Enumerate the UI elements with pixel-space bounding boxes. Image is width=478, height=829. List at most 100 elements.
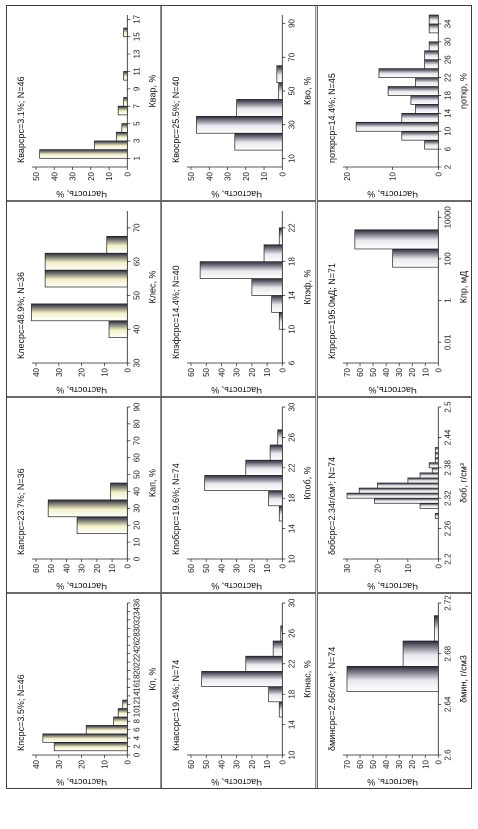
y-tick-label: 40 (382, 367, 391, 376)
x-tick-label: 30 (288, 598, 297, 607)
histogram-bar (268, 490, 283, 507)
histogram-bar (407, 477, 439, 484)
histogram-bar (401, 113, 439, 123)
y-tick-label: 40 (50, 171, 59, 180)
y-tick-label: 20 (373, 563, 382, 572)
y-tick-label: 0 (434, 759, 443, 764)
chart-svg-kles: Клесрс=48.9%; N=36 0 10 20 30 40 Частость, % 30… (6, 201, 162, 397)
x-axis-label: Кпр, мД (458, 271, 468, 303)
x-axis-label: Кп, % (147, 667, 157, 690)
chart-svg-dmin: δминсрс=2.66г/см³; N=74 0 10 20 30 40 50 60 70 Ча… (316, 593, 472, 789)
x-tick-label: 10 (132, 537, 141, 546)
y-tick-label: 30 (233, 563, 242, 572)
chart-title: Клесрс=48.9%; N=36 (16, 272, 26, 359)
x-tick-label: 34 (132, 606, 141, 615)
x-axis-label: Квар, % (147, 75, 157, 108)
chart-svg-kpef: Кпэфсрс=14.4%; N=40 0 10 20 30 40 50 60 Частость… (161, 201, 317, 397)
y-tick-label: 40 (218, 759, 227, 768)
y-axis-label: Частость,% (368, 385, 416, 395)
x-tick-label: 22 (288, 463, 297, 472)
chart-panel-kpr: Кпрсрс=195.0мД; N=71 0 10 20 30 40 50 60 70 Часто… (316, 201, 472, 397)
x-tick-label: 8 (132, 718, 141, 723)
y-tick-label: 0 (123, 759, 132, 764)
chart-panel-kp: Кпсрс=3.5%; N=46 0 10 20 30 40 Частость, % 0 2 4 6… (6, 593, 162, 789)
y-tick-label: 20 (78, 367, 87, 376)
histogram-bar (346, 492, 439, 499)
histogram-bar (76, 516, 128, 535)
histogram-bar (346, 665, 439, 693)
x-tick-label: 14 (443, 108, 452, 117)
chart-panel-kpob: Кпобсрс=19.6%; N=74 0 10 20 30 40 50 60 Частость… (161, 397, 317, 593)
y-tick-label: 20 (408, 759, 417, 768)
histogram-bar (85, 725, 128, 735)
x-tick-label: 20 (132, 520, 141, 529)
x-tick-label: 60 (132, 453, 141, 462)
x-tick-label: 2.26 (443, 520, 452, 536)
x-tick-label: 14 (288, 524, 297, 533)
y-tick-label: 20 (87, 171, 96, 180)
y-tick-label: 0 (123, 563, 132, 568)
x-tick-label: 26 (288, 628, 297, 637)
chart-panel-eta: ηоткрср=14.4%; N=45 0 10 20 Частость, % 2 6 10 1… (316, 5, 472, 201)
histogram-bar (113, 716, 128, 726)
x-tick-label: 17 (132, 14, 141, 23)
x-tick-label: 6 (288, 360, 297, 365)
x-tick-label: 20 (132, 666, 141, 675)
histogram-bar (434, 457, 439, 464)
y-tick-label: 60 (187, 563, 196, 572)
y-tick-label: 0 (279, 563, 288, 568)
histogram-bar (434, 452, 439, 459)
histogram-bar (387, 86, 439, 96)
x-tick-label: 10 (443, 126, 452, 135)
x-tick-label: 18 (443, 90, 452, 99)
x-tick-label: 60 (132, 257, 141, 266)
panel-border (6, 397, 162, 593)
x-axis-label: Кпнас, % (303, 660, 313, 698)
histogram-bar (434, 513, 439, 519)
x-tick-label: 2.2 (443, 553, 452, 565)
y-tick-label: 20 (78, 759, 87, 768)
histogram-bar (42, 733, 128, 743)
chart-title: Квосрс=25.5%; N=40 (171, 77, 181, 163)
histogram-bar (201, 671, 283, 687)
x-tick-label: 18 (288, 493, 297, 502)
y-tick-label: 20 (408, 367, 417, 376)
x-axis-label: Кап, % (147, 469, 157, 497)
chart-title: Капсрс=23.7%; N=36 (16, 468, 26, 555)
histogram-bar (273, 640, 283, 657)
x-axis-label: Кво, % (303, 77, 313, 105)
x-tick-label: 1 (443, 298, 452, 303)
x-axis-label: Кпэф, % (303, 269, 313, 304)
histogram-bar (121, 123, 128, 133)
chart-svg-kvar: Кварсрс=3.1%; N=46 0 10 20 30 40 50 Частость, %… (6, 5, 162, 201)
x-tick-label: 30 (443, 37, 452, 46)
y-tick-label: 50 (32, 171, 41, 180)
histogram-bar (279, 701, 283, 718)
y-tick-label: 40 (62, 563, 71, 572)
y-tick-label: 60 (187, 367, 196, 376)
y-tick-label: 60 (356, 759, 365, 768)
histogram-bar (268, 686, 283, 703)
y-tick-label: 20 (248, 563, 257, 572)
y-tick-label: 0 (434, 563, 443, 568)
histogram-bar (428, 23, 439, 34)
panel-border (316, 397, 472, 593)
histogram-bar (204, 475, 283, 491)
chart-title: Кпрсрс=195.0мД; N=71 (327, 263, 337, 359)
x-tick-label: 24 (132, 649, 141, 658)
x-tick-label: 11 (132, 67, 141, 76)
y-tick-label: 40 (382, 759, 391, 768)
histogram-bar (123, 71, 128, 81)
x-tick-label: 2.6 (443, 749, 452, 761)
x-tick-label: 0.01 (443, 334, 452, 350)
x-tick-label: 4 (132, 735, 141, 740)
y-axis-label: Частость, % (56, 385, 107, 395)
y-tick-label: 20 (343, 171, 352, 180)
panel-border (6, 201, 162, 397)
x-tick-label: 32 (132, 615, 141, 624)
chart-title: δминсрс=2.66г/см³; N=74 (327, 647, 337, 751)
y-tick-label: 40 (32, 759, 41, 768)
x-tick-label: 5 (132, 121, 141, 126)
histogram-bar (122, 699, 128, 709)
